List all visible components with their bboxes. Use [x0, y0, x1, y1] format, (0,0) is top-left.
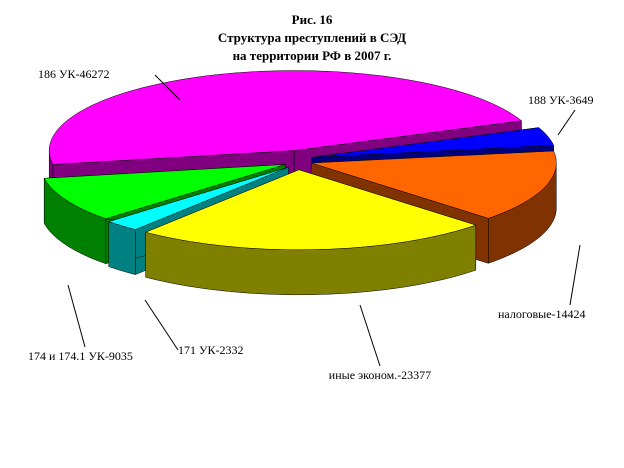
slice — [311, 150, 557, 219]
leader-line — [144, 299, 179, 351]
slice — [311, 127, 555, 158]
leader-line — [557, 109, 576, 136]
chart-title: Рис. 16 — [291, 12, 333, 27]
chart-title: Структура преступлений в СЭД — [217, 30, 407, 45]
data-label: 171 УК-2332 — [178, 343, 244, 357]
slice — [43, 164, 286, 219]
data-label: 186 УК-46272 — [38, 67, 110, 81]
slice — [107, 166, 289, 230]
data-label: 188 УК-3649 — [528, 93, 594, 107]
leader-line — [359, 304, 381, 367]
leader-line — [67, 284, 86, 348]
data-label: иные эконом.-23377 — [328, 368, 432, 382]
slice — [48, 70, 523, 165]
chart-title: на территории РФ в 2007 г. — [232, 48, 392, 63]
leader-line — [154, 74, 181, 101]
data-label: налоговые-14424 — [498, 307, 586, 321]
data-label: 174 и 174.1 УК-9035 — [28, 349, 133, 363]
leader-line — [569, 244, 581, 306]
slice — [144, 169, 477, 251]
slice-wall — [108, 221, 136, 275]
